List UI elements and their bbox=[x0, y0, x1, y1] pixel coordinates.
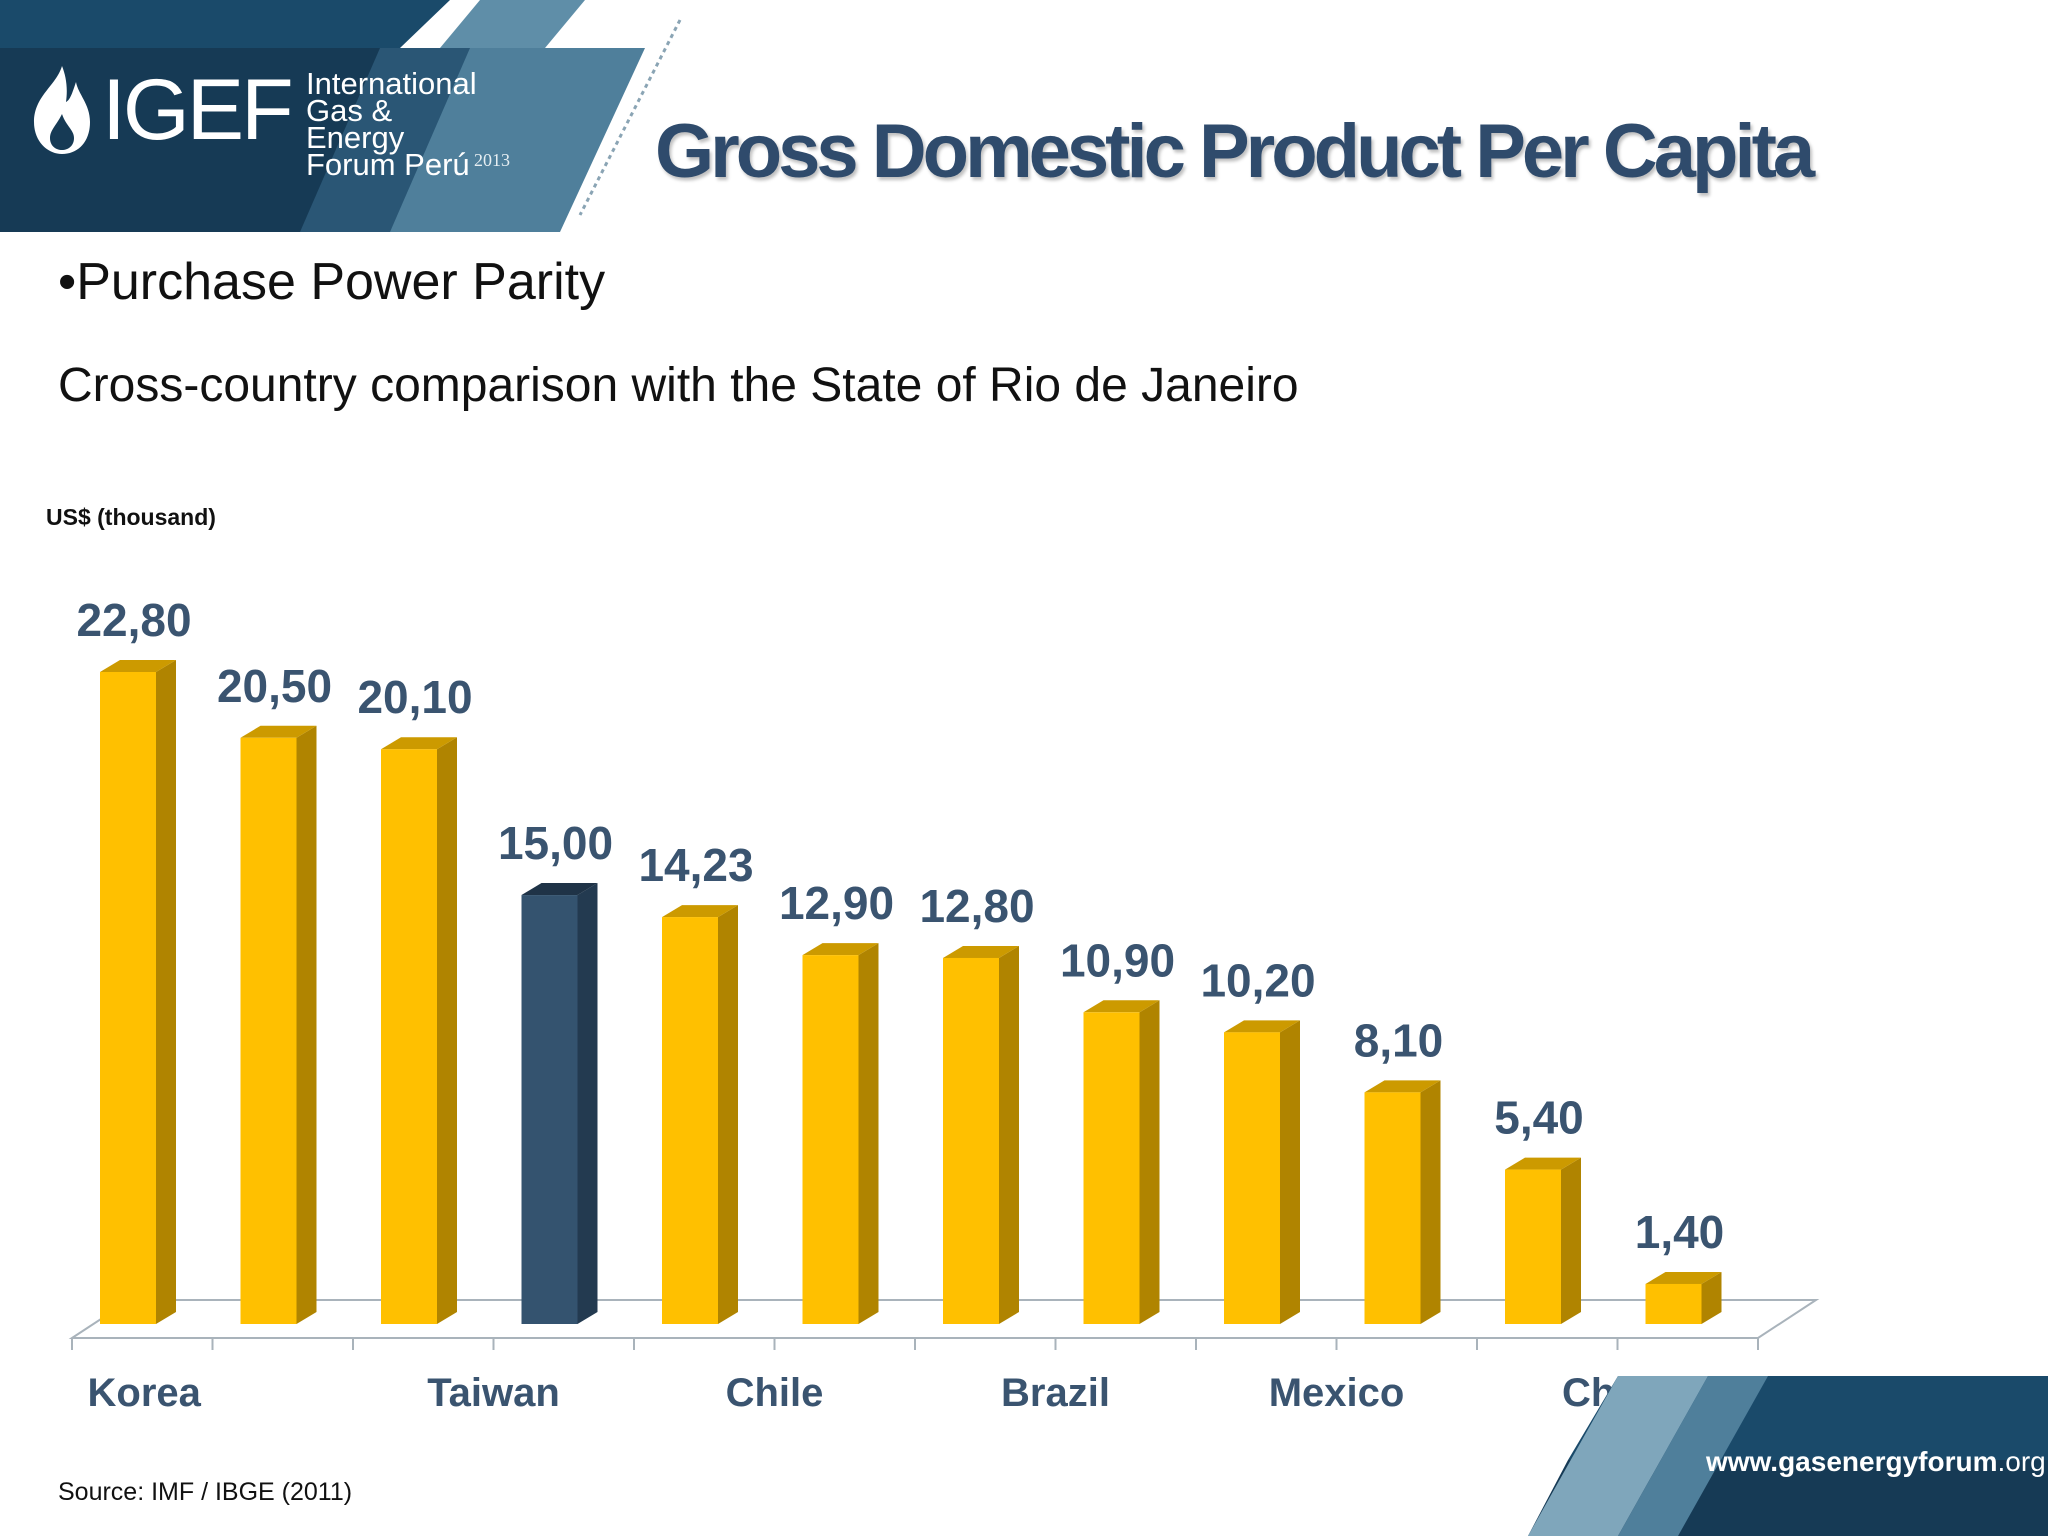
bar bbox=[1083, 1012, 1140, 1324]
bar-top bbox=[662, 905, 738, 918]
value-label: 1,40 bbox=[1635, 1206, 1725, 1258]
bar-top bbox=[1224, 1020, 1300, 1033]
bar bbox=[100, 672, 156, 1324]
footer-banner bbox=[1528, 1376, 2048, 1536]
bar-top bbox=[381, 737, 457, 750]
logo-line-3: Forum Perú bbox=[306, 147, 470, 182]
chart-subtitle: Cross-country comparison with the State … bbox=[58, 359, 1299, 412]
page-title: Gross Domestic Product Per Capita bbox=[655, 109, 1815, 194]
bar bbox=[1645, 1283, 1702, 1324]
value-label: 15,00 bbox=[498, 817, 613, 869]
value-label: 20,10 bbox=[357, 671, 472, 723]
category-label: Brazil bbox=[1001, 1371, 1110, 1415]
category-label: Mexico bbox=[1269, 1371, 1405, 1415]
bar-side bbox=[577, 883, 598, 1324]
category-label: Korea bbox=[88, 1371, 202, 1415]
website-domain: www.gasenergyforum bbox=[1706, 1446, 1998, 1477]
bar-side bbox=[437, 737, 457, 1324]
value-label: 5,40 bbox=[1494, 1092, 1584, 1144]
bar-side bbox=[999, 945, 1019, 1324]
value-label: 8,10 bbox=[1354, 1014, 1444, 1066]
bar-side bbox=[858, 943, 879, 1324]
bar bbox=[1224, 1032, 1280, 1324]
bar bbox=[381, 749, 437, 1324]
bar bbox=[943, 957, 999, 1324]
bar-side bbox=[156, 660, 176, 1324]
bar-top bbox=[802, 943, 879, 956]
bar-top bbox=[1505, 1157, 1581, 1170]
bar bbox=[802, 955, 859, 1324]
value-label: 20,50 bbox=[217, 660, 332, 712]
logo-line-1: International bbox=[306, 66, 477, 101]
bar-side bbox=[718, 905, 738, 1324]
bar bbox=[521, 895, 578, 1324]
bar bbox=[1364, 1092, 1421, 1324]
bar bbox=[1505, 1169, 1561, 1324]
bar-top bbox=[1645, 1271, 1722, 1284]
logo-tagline: International Gas & Energy Forum Perú bbox=[306, 66, 496, 182]
bar bbox=[240, 737, 297, 1324]
website-url[interactable]: www.gasenergyforum.org bbox=[1706, 1446, 2046, 1478]
value-label: 12,90 bbox=[779, 877, 894, 929]
bar-side bbox=[296, 725, 317, 1324]
logo-year: 2013 bbox=[474, 150, 510, 170]
category-label: Taiwan bbox=[427, 1371, 560, 1415]
bar-top bbox=[100, 660, 176, 672]
logo-line-2: Gas & Energy bbox=[306, 93, 405, 155]
bar-top bbox=[240, 725, 317, 738]
header-banner bbox=[0, 0, 682, 232]
bar-side bbox=[1139, 1000, 1160, 1324]
bullet-point: •Purchase Power Parity bbox=[58, 253, 606, 311]
value-label: 14,23 bbox=[638, 839, 753, 891]
y-axis-unit-label: US$ (thousand) bbox=[46, 504, 216, 530]
bar-side bbox=[1701, 1271, 1722, 1324]
bar-side bbox=[1561, 1157, 1581, 1324]
logo-wordmark: IGEF bbox=[102, 62, 294, 158]
category-label: Chile bbox=[726, 1371, 824, 1415]
bar-side bbox=[1280, 1020, 1300, 1324]
bar-top bbox=[521, 883, 598, 896]
bar-top bbox=[943, 945, 1019, 958]
bar-top bbox=[1364, 1080, 1441, 1093]
bar-side bbox=[1420, 1080, 1441, 1324]
value-label: 10,20 bbox=[1200, 954, 1315, 1006]
value-label: 10,90 bbox=[1060, 934, 1175, 986]
source-note: Source: IMF / IBGE (2011) bbox=[58, 1478, 353, 1506]
bar bbox=[662, 917, 718, 1324]
flame-icon bbox=[34, 66, 90, 154]
bar-top bbox=[1083, 1000, 1160, 1013]
igef-logo: IGEF International Gas & Energy Forum Pe… bbox=[26, 58, 510, 180]
value-label: 12,80 bbox=[919, 880, 1034, 932]
website-tld: .org bbox=[1997, 1446, 2046, 1477]
value-label: 22,80 bbox=[76, 594, 191, 646]
